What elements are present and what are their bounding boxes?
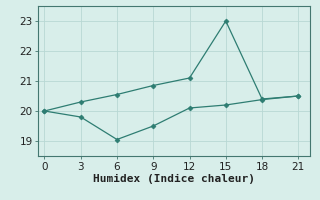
X-axis label: Humidex (Indice chaleur): Humidex (Indice chaleur)	[93, 174, 255, 184]
